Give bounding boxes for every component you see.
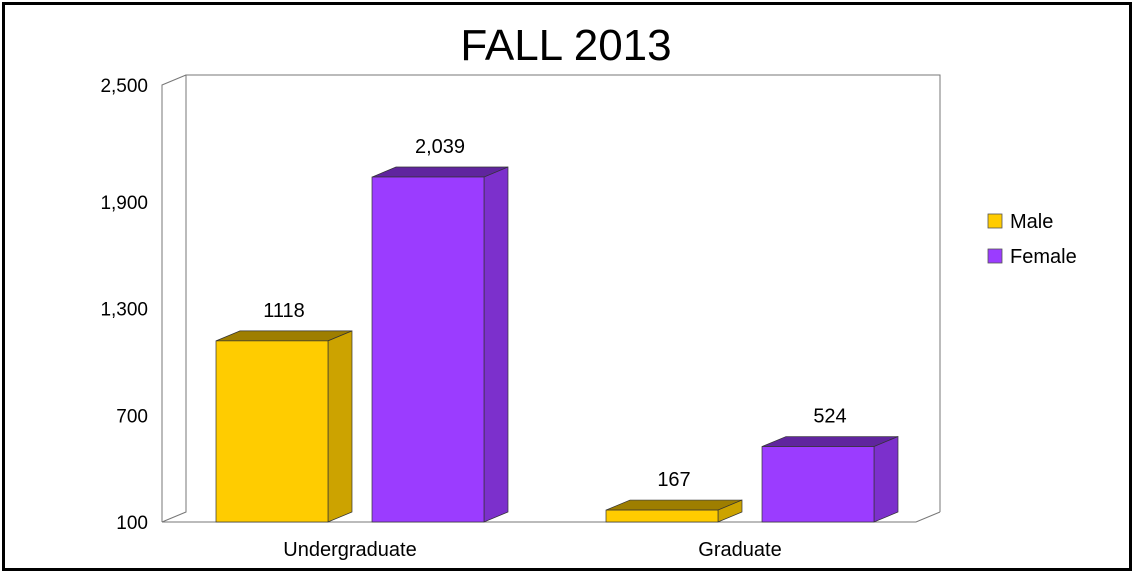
bar-front-face (371, 176, 485, 523)
side-wall (161, 74, 187, 522)
y-tick-label: 1,300 (100, 300, 148, 321)
legend-label: Female (1010, 246, 1077, 268)
data-label: 1118 (263, 300, 305, 322)
bar-front-face (605, 509, 719, 523)
y-tick-label: 100 (116, 513, 148, 534)
bar-side-face (483, 166, 509, 523)
bar-side-face (873, 436, 899, 523)
legend-swatch (987, 213, 1003, 229)
bar-front-face (761, 446, 875, 523)
legend-swatch (987, 248, 1003, 264)
y-tick-label: 700 (116, 406, 148, 427)
bar-female-graduate (761, 436, 899, 523)
bar-side-face (327, 330, 353, 523)
data-label: 167 (657, 469, 690, 491)
bars (215, 166, 899, 523)
legend-item-male: Male (987, 211, 1053, 233)
bar-front-face (215, 340, 329, 523)
data-label: 2,039 (415, 136, 465, 158)
x-tick-label: Graduate (698, 539, 781, 561)
x-tick-label: Undergraduate (283, 539, 416, 561)
bar-male-undergraduate (215, 330, 353, 523)
labels: 100 700 1,300 1,900 2,500 1118 2,039 Undergradu… (100, 76, 846, 561)
chart-title: FALL 2013 (460, 21, 671, 70)
legend-item-female: Female (987, 246, 1077, 268)
bar-male-graduate (605, 499, 743, 523)
bar-female-undergraduate (371, 166, 509, 523)
y-tick-label: 1,900 (100, 193, 148, 214)
data-label: 524 (813, 406, 846, 428)
y-tick-label: 2,500 (100, 76, 148, 97)
legend-label: Male (1010, 211, 1053, 233)
legend: Male Female (987, 211, 1077, 268)
